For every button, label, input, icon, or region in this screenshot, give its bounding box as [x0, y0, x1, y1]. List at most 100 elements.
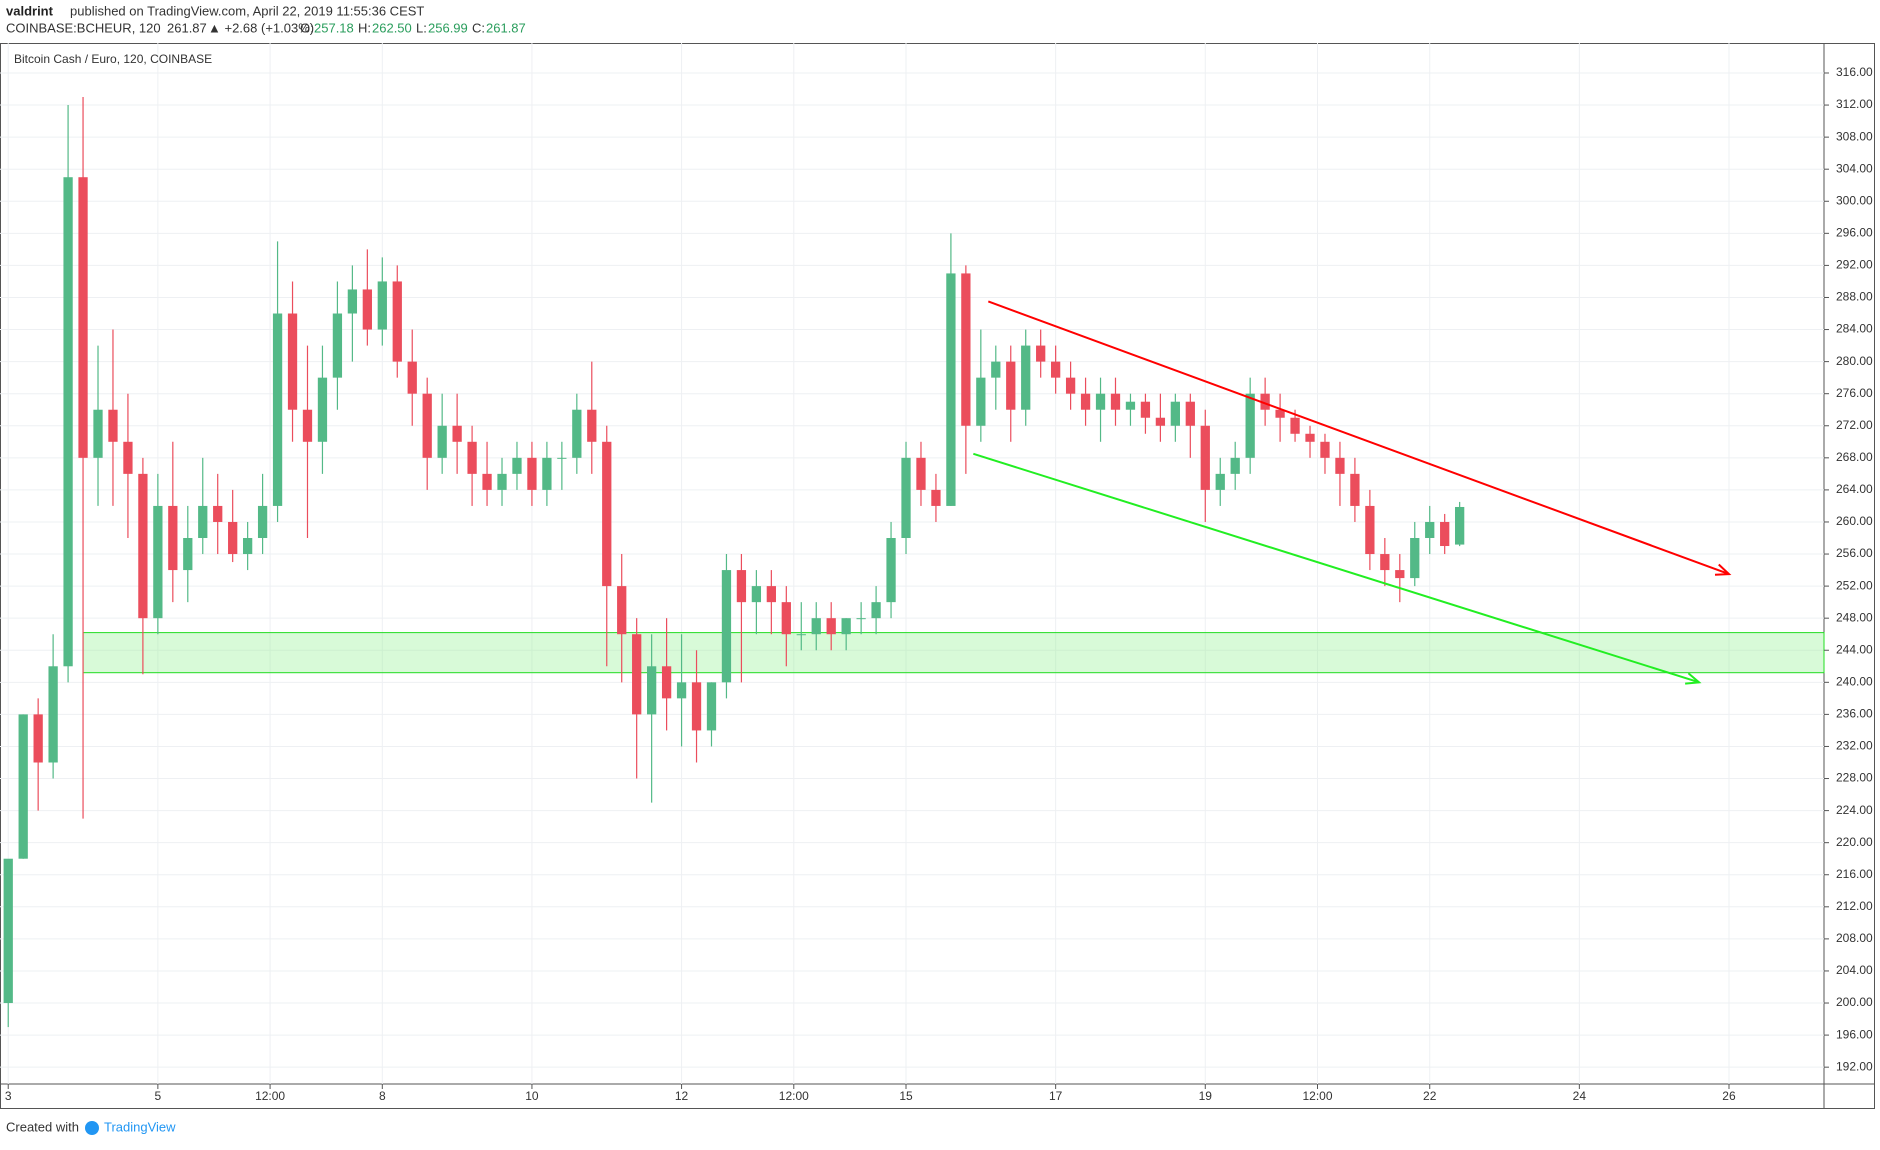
candle-body — [991, 361, 1001, 378]
frame — [0, 43, 1875, 1109]
change: ▲ +2.68 (+1.03%) — [208, 20, 314, 35]
candle-body — [1065, 377, 1076, 394]
brand[interactable]: TradingView — [104, 1119, 176, 1134]
candle-body — [272, 313, 283, 506]
candle-body — [377, 281, 387, 330]
candle-body — [1320, 441, 1330, 458]
y-tick-label: 244.00 — [1836, 642, 1873, 656]
y-tick-label: 196.00 — [1836, 1027, 1873, 1041]
y-tick-label: 240.00 — [1836, 674, 1873, 688]
trend-line — [987, 300, 1730, 576]
candle-body — [1365, 505, 1375, 555]
y-tick-label: 300.00 — [1836, 193, 1873, 207]
candle-body — [332, 313, 343, 378]
candle-body — [961, 273, 971, 426]
candle-body — [632, 634, 642, 715]
candle-body — [751, 586, 762, 603]
candle-body — [766, 586, 776, 603]
low-label: L: — [416, 20, 427, 35]
candle-body — [243, 538, 253, 555]
candle-body — [676, 682, 687, 699]
candle-body — [1350, 473, 1360, 506]
low-value: 256.99 — [428, 20, 468, 35]
y-tick-label: 220.00 — [1836, 835, 1873, 849]
y-tick-label: 280.00 — [1836, 354, 1873, 368]
author[interactable]: valdrint — [6, 3, 54, 18]
y-tick-label: 192.00 — [1836, 1059, 1873, 1073]
candle-body — [512, 457, 522, 474]
close-label: C: — [472, 20, 485, 35]
candle-body — [482, 473, 492, 490]
candle-body — [1021, 345, 1031, 410]
high-value: 262.50 — [372, 20, 412, 35]
candle-body — [1335, 457, 1345, 474]
candle-body — [1170, 401, 1180, 426]
candle-body — [946, 273, 956, 506]
candle-body — [93, 409, 103, 458]
candle-body — [871, 602, 881, 619]
candle-body — [1230, 457, 1240, 474]
candle-body — [33, 714, 43, 763]
y-tick-label: 224.00 — [1836, 803, 1873, 817]
x-tick-label: 12:00 — [255, 1089, 285, 1103]
trend-line — [973, 452, 1700, 684]
x-tick-label: 10 — [525, 1089, 539, 1103]
candle-body — [1200, 425, 1210, 490]
last-price: 261.87 — [167, 20, 207, 35]
y-tick-label: 296.00 — [1836, 226, 1873, 240]
candle-body — [1125, 401, 1136, 410]
y-tick-label: 292.00 — [1836, 258, 1873, 272]
x-tick-label: 12:00 — [1302, 1089, 1332, 1103]
candle-body — [63, 177, 73, 667]
x-tick-label: 19 — [1199, 1089, 1213, 1103]
y-tick-label: 284.00 — [1836, 322, 1873, 336]
y-tick-label: 308.00 — [1836, 129, 1873, 143]
close-value: 261.87 — [486, 20, 526, 35]
candle-body — [1440, 521, 1450, 547]
candle-body — [1425, 521, 1435, 539]
candle-body — [1275, 409, 1285, 418]
candle-body — [317, 377, 328, 442]
candle-body — [916, 457, 926, 490]
candle-body — [587, 409, 597, 442]
candle-body — [392, 281, 402, 362]
candle-body — [497, 473, 507, 490]
published: published on TradingView.com, April 22, … — [70, 3, 424, 18]
candle-body — [153, 505, 163, 619]
candle-body — [1080, 393, 1091, 410]
candle-body — [287, 313, 298, 410]
candle-body — [1410, 538, 1420, 579]
candle-body — [661, 666, 672, 699]
x-tick-label: 24 — [1573, 1089, 1587, 1103]
logo — [85, 1121, 99, 1135]
candle-body — [1395, 570, 1405, 579]
y-tick-label: 216.00 — [1836, 867, 1873, 881]
candle-body — [213, 505, 223, 522]
y-tick-label: 304.00 — [1836, 161, 1873, 175]
x-tick-label: 15 — [899, 1089, 913, 1103]
candle-body — [691, 682, 702, 731]
candle-body — [422, 393, 432, 458]
candle-body — [18, 714, 28, 859]
y-tick-label: 204.00 — [1836, 963, 1873, 977]
y-tick-label: 236.00 — [1836, 707, 1873, 721]
candle-body — [721, 570, 732, 683]
candle-body — [362, 289, 372, 330]
candle-body — [1455, 506, 1465, 545]
y-tick-label: 288.00 — [1836, 290, 1873, 304]
candle-body — [976, 377, 986, 426]
support-zone — [82, 632, 1825, 674]
x-tick-label: 17 — [1049, 1089, 1063, 1103]
candle-body — [1140, 401, 1151, 418]
candle-body — [602, 441, 612, 587]
candle-body — [183, 538, 193, 571]
candle-body — [302, 409, 313, 442]
candle-body — [542, 457, 552, 490]
y-tick-label: 264.00 — [1836, 482, 1873, 496]
x-tick-label: 8 — [379, 1089, 386, 1103]
symbol: COINBASE:BCHEUR, 120 — [6, 20, 161, 35]
candle-body — [452, 425, 462, 442]
arrow-head — [1685, 672, 1702, 685]
